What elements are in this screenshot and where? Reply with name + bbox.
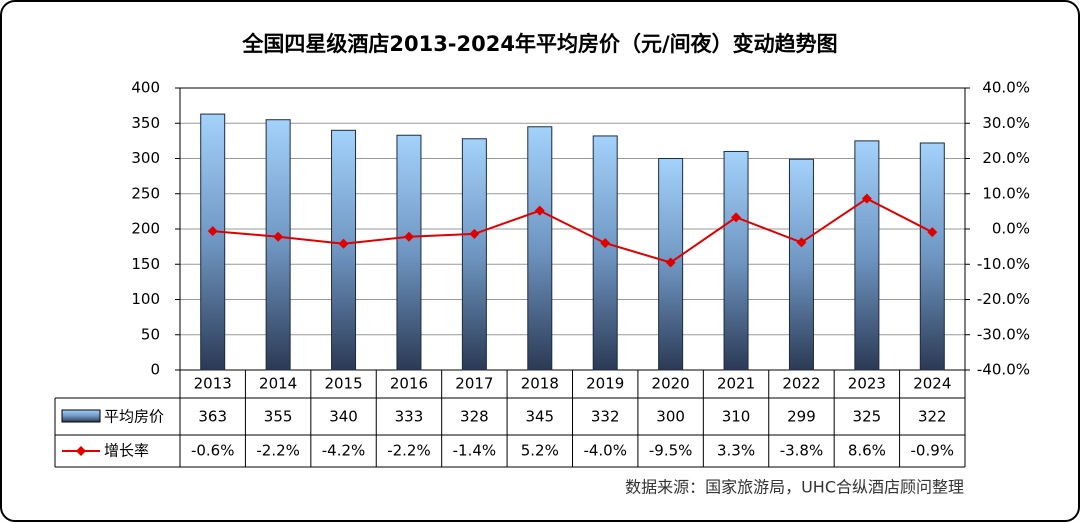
- bar: [527, 126, 553, 371]
- table-value: -4.0%: [583, 442, 627, 460]
- line-marker: [338, 238, 349, 249]
- legend-label: 平均房价: [104, 408, 164, 426]
- y-tick-label: 300: [131, 149, 160, 167]
- x-tick-label: 2024: [913, 375, 951, 393]
- table-value: 363: [198, 408, 227, 426]
- table-value: 5.2%: [521, 442, 559, 460]
- x-tick-label: 2013: [194, 375, 232, 393]
- line-marker: [861, 193, 872, 204]
- x-tick-label: 2016: [390, 375, 428, 393]
- bar: [788, 158, 814, 371]
- table-value: -4.2%: [322, 442, 366, 460]
- x-tick-label: 2020: [652, 375, 690, 393]
- y-tick-label: 350: [131, 114, 160, 132]
- line: [212, 197, 933, 264]
- bar: [854, 140, 880, 371]
- table-value: -0.6%: [191, 442, 235, 460]
- y2-tick-label: 10.0%: [982, 184, 1030, 202]
- y2-tick-label: 40.0%: [982, 79, 1030, 97]
- table-value: 345: [525, 408, 554, 426]
- line-marker: [207, 226, 218, 237]
- line-marker: [796, 237, 807, 248]
- y2-tick-label: 20.0%: [982, 149, 1030, 167]
- table-value: 310: [722, 408, 751, 426]
- line-marker: [731, 212, 742, 223]
- line-marker: [469, 228, 480, 239]
- x-tick-label: 2022: [782, 375, 820, 393]
- y-tick-label: 50: [141, 325, 160, 343]
- table-value: -3.8%: [780, 442, 824, 460]
- legend-marker: [76, 446, 86, 456]
- table-value: -2.2%: [387, 442, 431, 460]
- source-note: 数据来源：国家旅游局，UHC合纵酒店顾问整理: [625, 478, 964, 497]
- y2-tick-label: 0.0%: [992, 220, 1030, 238]
- line-marker: [273, 231, 284, 242]
- table-value: 333: [395, 408, 424, 426]
- y2-tick-label: -10.0%: [977, 255, 1030, 273]
- y-tick-label: 0: [150, 361, 160, 379]
- y-tick-label: 150: [131, 255, 160, 273]
- bar: [331, 129, 357, 371]
- x-tick-label: 2017: [455, 375, 493, 393]
- table-value: 322: [918, 408, 947, 426]
- bar: [396, 134, 422, 371]
- table-value: 3.3%: [717, 442, 755, 460]
- table-value: -1.4%: [453, 442, 497, 460]
- table-value: 8.6%: [848, 442, 886, 460]
- y-tick-label: 250: [131, 184, 160, 202]
- y2-tick-label: -20.0%: [977, 290, 1030, 308]
- y2-tick-label: -30.0%: [977, 325, 1030, 343]
- table-value: 340: [329, 408, 358, 426]
- line-marker: [665, 257, 676, 268]
- chart-title: 全国四星级酒店2013-2024年平均房价（元/间夜）变动趋势图: [241, 32, 837, 56]
- y2-tick-label: 30.0%: [982, 114, 1030, 132]
- line-marker: [534, 205, 545, 216]
- table-value: -9.5%: [649, 442, 693, 460]
- bar: [919, 142, 945, 371]
- y-tick-label: 100: [131, 290, 160, 308]
- table-value: 355: [264, 408, 293, 426]
- table-value: 325: [853, 408, 882, 426]
- bar: [461, 138, 487, 371]
- line-marker: [403, 231, 414, 242]
- x-tick-label: 2015: [324, 375, 362, 393]
- table-value: 332: [591, 408, 620, 426]
- y-tick-label: 400: [131, 79, 160, 97]
- line-marker: [600, 238, 611, 249]
- bar: [592, 135, 618, 371]
- table-value: 300: [656, 408, 685, 426]
- y-tick-label: 200: [131, 220, 160, 238]
- x-tick-label: 2023: [848, 375, 886, 393]
- table-value: -0.9%: [911, 442, 955, 460]
- x-tick-label: 2021: [717, 375, 755, 393]
- bar: [265, 119, 291, 371]
- legend-bar-icon: [61, 409, 101, 423]
- bar: [723, 150, 749, 371]
- table-value: 328: [460, 408, 489, 426]
- table-value: 299: [787, 408, 816, 426]
- table-value: -2.2%: [256, 442, 300, 460]
- x-tick-label: 2019: [586, 375, 624, 393]
- legend-label: 增长率: [104, 442, 149, 460]
- y2-tick-label: -40.0%: [977, 361, 1030, 379]
- bar: [200, 113, 226, 371]
- x-tick-label: 2018: [521, 375, 559, 393]
- x-tick-label: 2014: [259, 375, 297, 393]
- line-marker: [927, 227, 938, 238]
